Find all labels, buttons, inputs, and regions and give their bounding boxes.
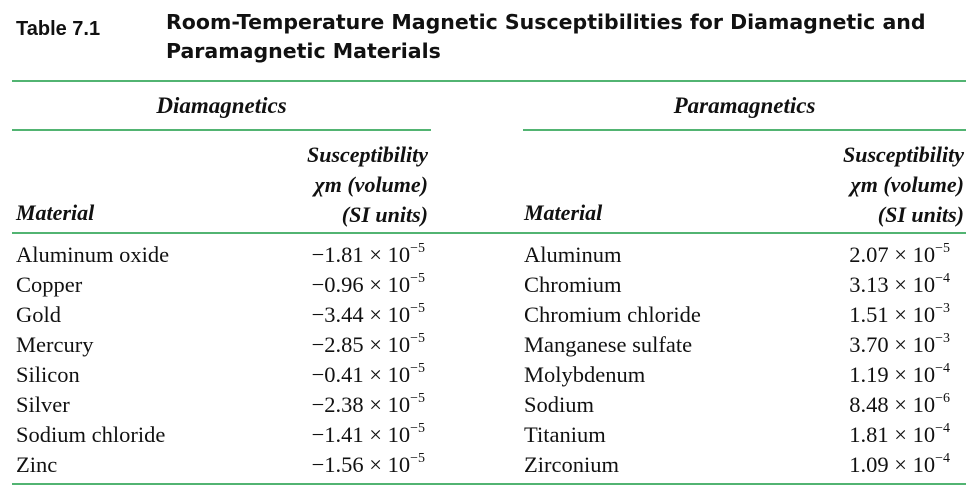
material-name: Silicon <box>16 362 80 387</box>
material-name: Aluminum oxide <box>16 242 170 267</box>
material-name: Chromium <box>524 272 622 297</box>
left-sus-line2: χm (volume) <box>314 172 428 197</box>
susceptibility-value: −1.81 × 10−5 <box>311 240 425 267</box>
material-name: Zirconium <box>524 452 619 477</box>
left-material-header: Material <box>16 200 95 225</box>
susceptibility-value: −2.85 × 10−5 <box>311 330 425 357</box>
table-row: Copper −0.96 × 10−5 <box>16 270 425 300</box>
table-title: Room-Temperature Magnetic Susceptibiliti… <box>166 8 966 66</box>
material-name: Sodium chloride <box>16 422 166 447</box>
table-row: Zinc −1.56 × 10−5 <box>16 450 425 480</box>
right-sus-line1: Susceptibility <box>843 142 964 167</box>
table-row: Silver −2.38 × 10−5 <box>16 390 425 420</box>
material-name: Copper <box>16 272 83 297</box>
susceptibility-value: 3.70 × 10−3 <box>849 330 950 357</box>
material-name: Titanium <box>524 422 606 447</box>
bottom-rule <box>12 483 966 485</box>
right-group-rule <box>523 129 966 131</box>
material-name: Silver <box>16 392 70 417</box>
right-sus-line2: χm (volume) <box>850 172 964 197</box>
right-sus-line3: (SI units) <box>877 202 964 227</box>
susceptibility-value: 1.09 × 10−4 <box>849 450 950 477</box>
susceptibility-value: 2.07 × 10−5 <box>849 240 950 267</box>
material-name: Molybdenum <box>524 362 646 387</box>
susceptibility-value: −0.41 × 10−5 <box>311 360 425 387</box>
table-row: Chromium 3.13 × 10−4 <box>524 270 950 300</box>
table-row: Sodium 8.48 × 10−6 <box>524 390 950 420</box>
table-label: Table 7.1 <box>16 18 101 40</box>
table-row: Sodium chloride −1.41 × 10−5 <box>16 420 425 450</box>
table-row: Mercury −2.85 × 10−5 <box>16 330 425 360</box>
susceptibility-value: −1.56 × 10−5 <box>311 450 425 477</box>
susceptibility-value: 1.81 × 10−4 <box>849 420 950 447</box>
top-rule <box>12 80 966 82</box>
susceptibility-value: −1.41 × 10−5 <box>311 420 425 447</box>
right-susceptibility-header: Susceptibility χm (volume) (SI units) <box>764 140 964 230</box>
left-sus-line1: Susceptibility <box>307 142 428 167</box>
table-title-line2: Paramagnetic Materials <box>166 39 441 63</box>
material-name: Zinc <box>16 452 58 477</box>
table-row: Silicon −0.41 × 10−5 <box>16 360 425 390</box>
table-row: Titanium 1.81 × 10−4 <box>524 420 950 450</box>
table-title-line1: Room-Temperature Magnetic Susceptibiliti… <box>166 10 926 34</box>
table-row: Gold −3.44 × 10−5 <box>16 300 425 330</box>
susceptibility-value: 3.13 × 10−4 <box>849 270 950 297</box>
left-susceptibility-header: Susceptibility χm (volume) (SI units) <box>228 140 428 230</box>
table-row: Chromium chloride 1.51 × 10−3 <box>524 300 950 330</box>
header-rule <box>12 232 966 234</box>
material-name: Manganese sulfate <box>524 332 693 357</box>
susceptibility-value: −2.38 × 10−5 <box>311 390 425 417</box>
material-name: Gold <box>16 302 61 327</box>
susceptibility-value: 8.48 × 10−6 <box>849 390 950 417</box>
left-sus-line3: (SI units) <box>341 202 428 227</box>
susceptibility-value: 1.19 × 10−4 <box>849 360 950 387</box>
left-group-header: Diamagnetics <box>156 93 287 118</box>
table-row: Aluminum 2.07 × 10−5 <box>524 240 950 270</box>
material-name: Mercury <box>16 332 94 357</box>
right-material-header: Material <box>524 200 603 225</box>
table-row: Zirconium 1.09 × 10−4 <box>524 450 950 480</box>
table-row: Aluminum oxide −1.81 × 10−5 <box>16 240 425 270</box>
right-group-header: Paramagnetics <box>673 93 816 118</box>
material-name: Sodium <box>524 392 595 417</box>
material-name: Chromium chloride <box>524 302 701 327</box>
susceptibility-value: 1.51 × 10−3 <box>849 300 950 327</box>
susceptibility-value: −0.96 × 10−5 <box>311 270 425 297</box>
material-name: Aluminum <box>524 242 622 267</box>
susceptibility-value: −3.44 × 10−5 <box>311 300 425 327</box>
table-row: Molybdenum 1.19 × 10−4 <box>524 360 950 390</box>
left-group-rule <box>12 129 431 131</box>
table-row: Manganese sulfate 3.70 × 10−3 <box>524 330 950 360</box>
